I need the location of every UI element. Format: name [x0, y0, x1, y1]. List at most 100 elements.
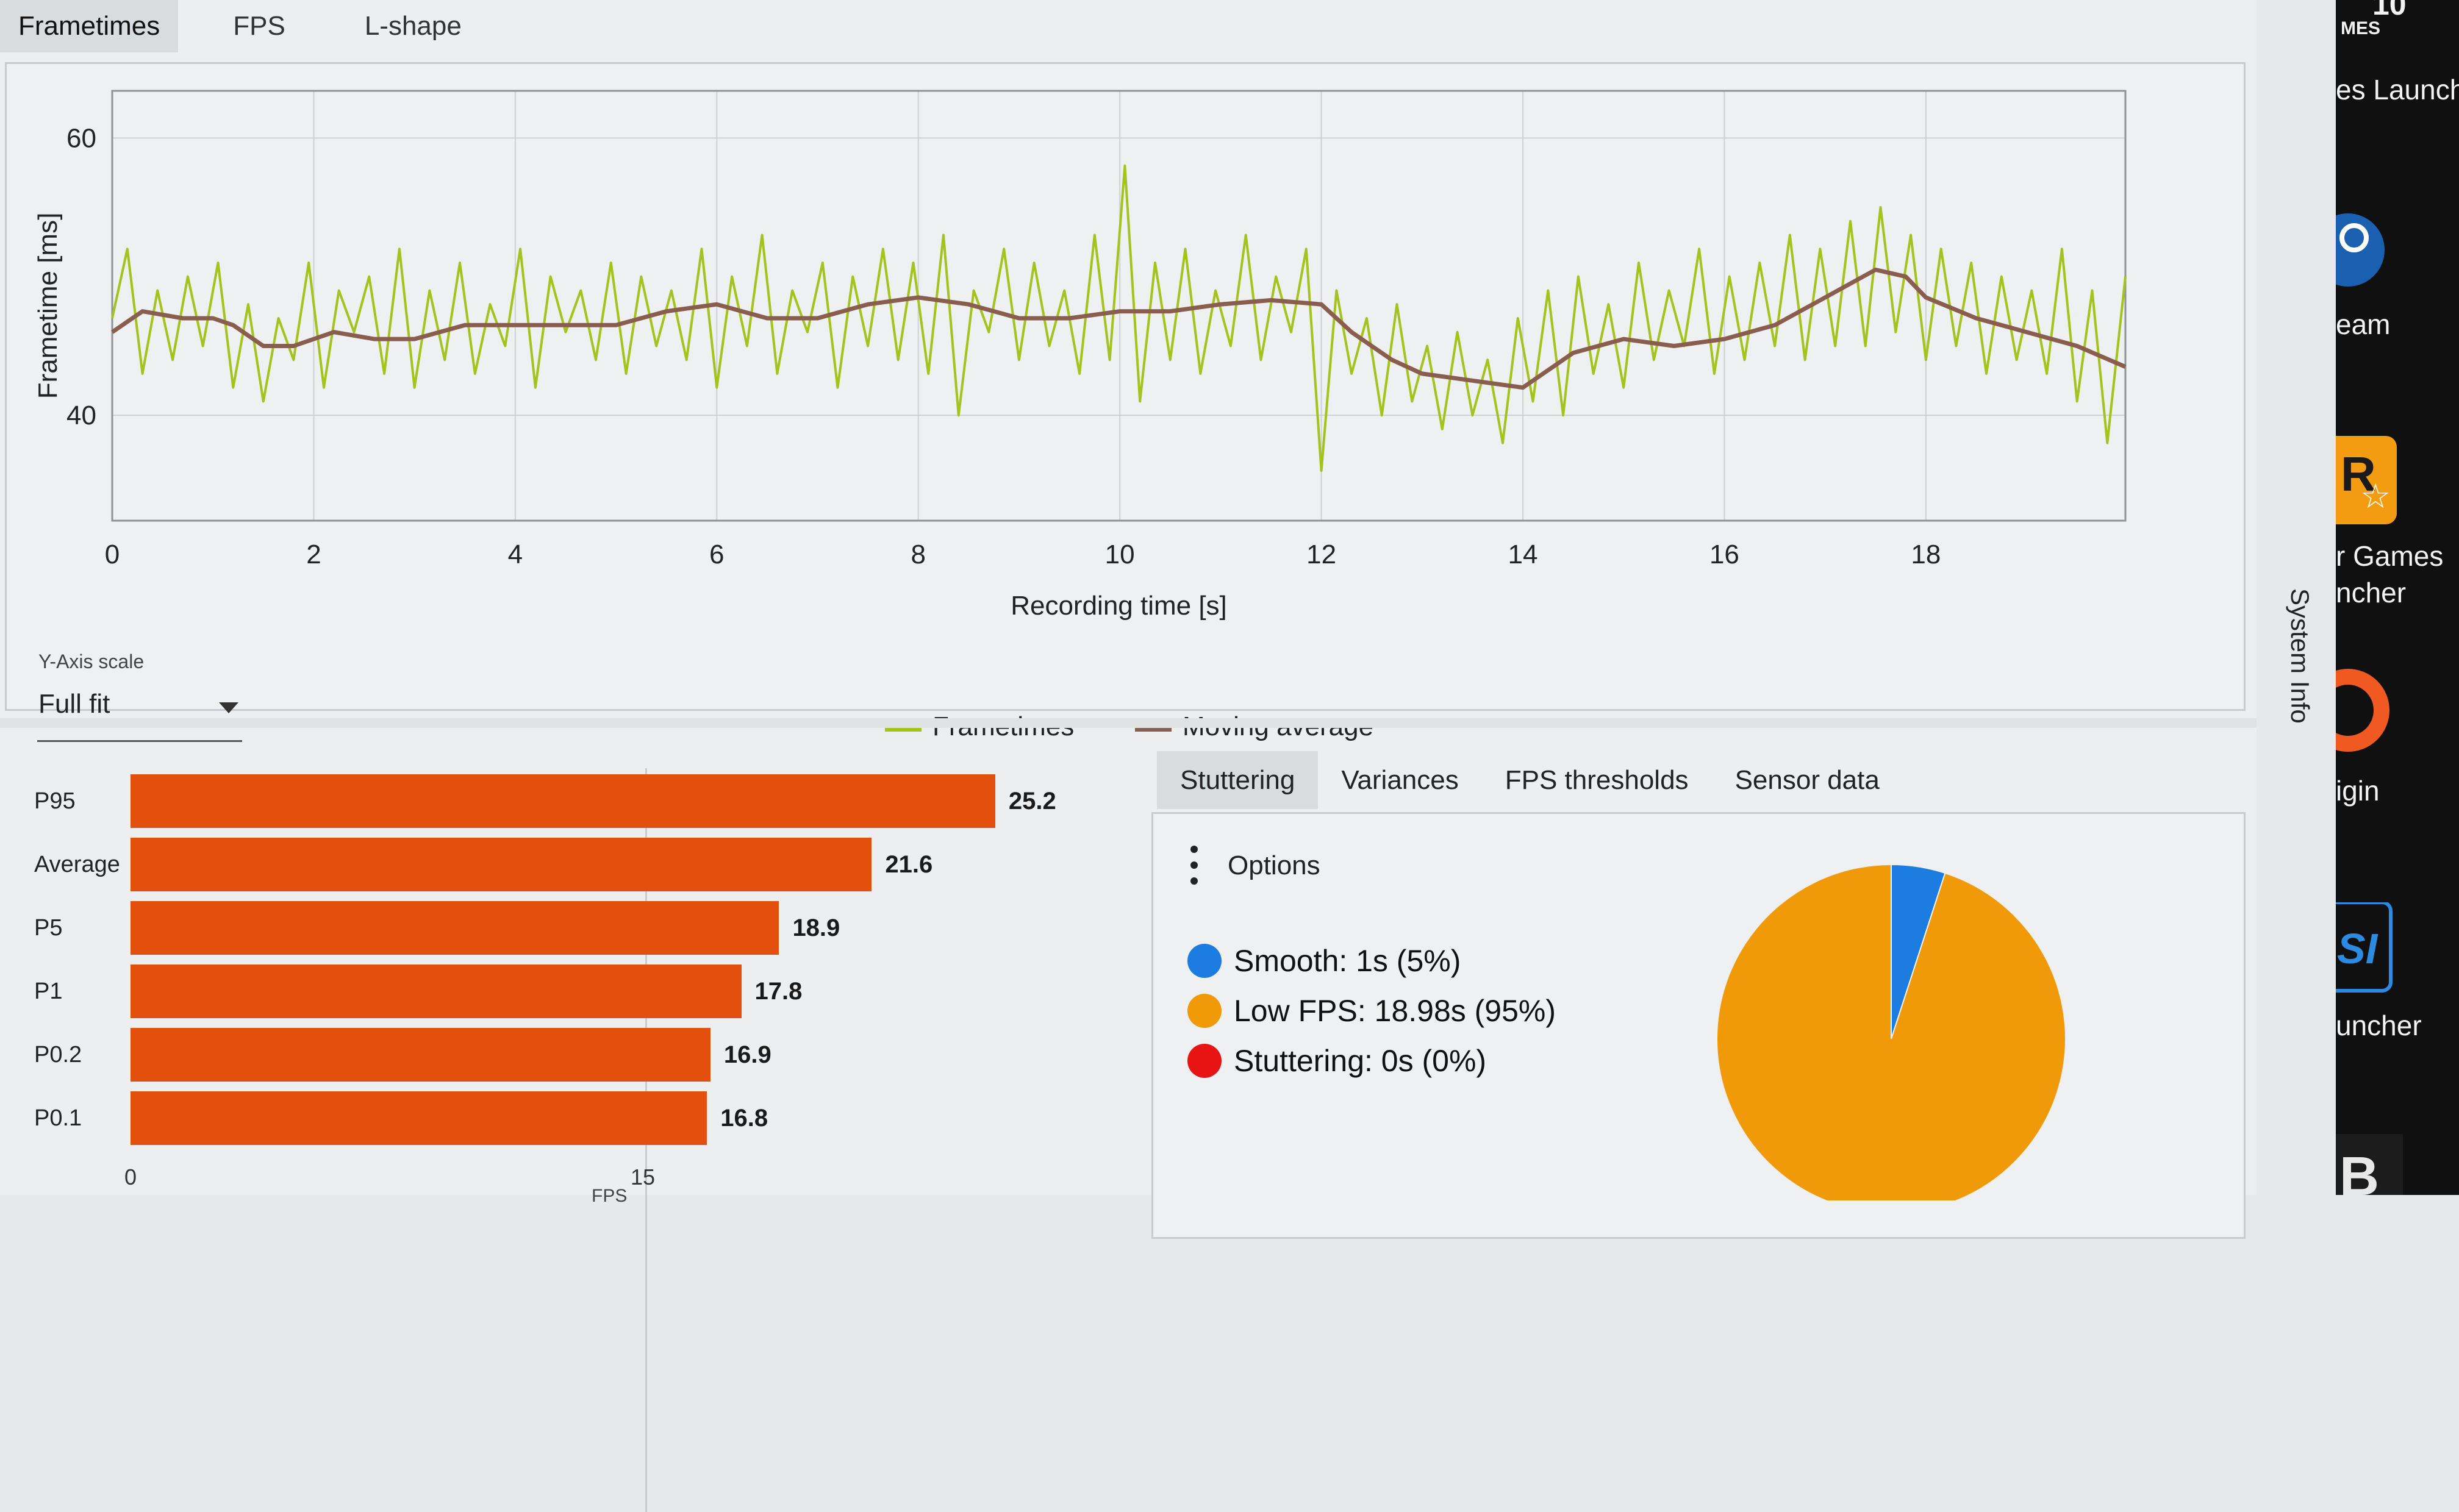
launcher-label-games: MES [2341, 18, 2381, 38]
fps-bar[interactable] [131, 838, 872, 891]
fps-bar-label: P1 [34, 979, 63, 1004]
plot-area [111, 90, 2127, 522]
chart-series [111, 164, 2127, 472]
y-axis-title: Frametime [ms] [33, 213, 63, 399]
bar-tick-15: 15 [631, 1164, 656, 1189]
fps-bar[interactable] [131, 901, 779, 955]
bar-tick-0: 0 [124, 1164, 137, 1189]
frametime-chart-card: 0 2 4 6 8 10 12 14 16 18 60 40 Frametime [ms] Recor… [5, 62, 2247, 742]
chart-axis-labels: 0 2 4 6 8 10 12 14 16 18 60 40 [66, 123, 1941, 569]
fps-bar-label: P0.1 [34, 1105, 82, 1131]
frametime-chart[interactable]: 0 2 4 6 8 10 12 14 16 18 60 40 Frametime [ms] Recor… [7, 64, 2247, 713]
y-tick-label: 60 [66, 123, 96, 153]
legend-dot-stuttering [1187, 1044, 1222, 1078]
stuttering-pie-chart[interactable] [1708, 835, 2074, 1200]
origin-icon[interactable] [2336, 665, 2403, 756]
fps-bar-value: 16.8 [720, 1105, 768, 1132]
fps-bar-label: P0.2 [34, 1042, 82, 1068]
fps-bar-row: P95 25.2 [0, 774, 1134, 828]
tab-l-shape[interactable]: L-shape [364, 11, 462, 41]
x-tick-label: 4 [508, 540, 523, 569]
fps-bar[interactable] [131, 965, 742, 1018]
launcher-label-msi[interactable]: uncher [2336, 1010, 2422, 1041]
fps-bar-value: 17.8 [754, 978, 803, 1005]
fps-bar-label: Average [34, 852, 120, 877]
stuttering-legend: Smooth: 1s (5%) Low FPS: 18.98s (95%) St… [1187, 936, 1556, 1086]
legend-text-low-fps: Low FPS: 18.98s (95%) [1234, 994, 1556, 1028]
y-axis-scale-select[interactable]: Full fit [37, 683, 242, 742]
tab-variances[interactable]: Variances [1341, 765, 1459, 795]
legend-item-stuttering: Stuttering: 0s (0%) [1187, 1036, 1556, 1086]
x-tick-label: 18 [1911, 540, 1941, 569]
frametimes-series-line [111, 164, 2127, 472]
x-tick-label: 6 [709, 540, 724, 569]
side-panel-strip [2257, 0, 2336, 1195]
analysis-tabs: Stuttering Variances FPS thresholds Sens… [1157, 751, 1903, 809]
system-info-tab[interactable]: System Info [2286, 588, 2314, 724]
tab-fps-thresholds[interactable]: FPS thresholds [1505, 765, 1689, 795]
tab-fps[interactable]: FPS [233, 11, 285, 41]
fps-bar-chart: P95 25.2 Average 21.6 P5 18.9 P1 17.8 P0.2 16.9 P0… [0, 732, 1134, 1512]
x-tick-label: 2 [306, 540, 321, 569]
tab-stuttering[interactable]: Stuttering [1157, 751, 1319, 809]
legend-item-low-fps: Low FPS: 18.98s (95%) [1187, 986, 1556, 1036]
x-tick-label: 10 [1105, 540, 1135, 569]
steam-icon[interactable] [2336, 207, 2397, 293]
fps-bar-value: 21.6 [885, 851, 933, 878]
fps-bar-value: 16.9 [723, 1041, 771, 1068]
tab-frametimes[interactable]: Frametimes [0, 0, 179, 52]
stuttering-card: Options Smooth: 1s (5%) Low FPS: 18.98s … [1151, 812, 2246, 1239]
moving-average-series-line [111, 267, 2127, 390]
fps-bar-value: 18.9 [792, 915, 840, 941]
x-tick-label: 8 [911, 540, 925, 569]
legend-text-stuttering: Stuttering: 0s (0%) [1234, 1044, 1487, 1078]
x-tick-label: 0 [105, 540, 120, 569]
chevron-down-icon [219, 702, 238, 713]
launcher-partial-digits: 10 [2372, 0, 2407, 21]
fps-bar[interactable] [131, 774, 995, 828]
fps-bar-row: P5 18.9 [0, 901, 1134, 955]
chart-grid [112, 91, 2125, 521]
legend-dot-smooth [1187, 944, 1222, 978]
msi-icon[interactable]: SI [2336, 902, 2403, 994]
y-axis-scale-label: Y-Axis scale [38, 651, 145, 672]
fps-bar[interactable] [131, 1028, 710, 1082]
pie-slice-low-fps [1716, 863, 2066, 1200]
svg-text:B: B [2339, 1146, 2379, 1195]
fps-bar-row: Average 21.6 [0, 838, 1134, 891]
chart-tabs: Frametimes FPS L-shape [0, 0, 480, 52]
capframex-app: Frametimes FPS L-shape 0 2 4 6 8 10 12 14 16 18 60… [0, 0, 2336, 1512]
legend-text-smooth: Smooth: 1s (5%) [1234, 944, 1461, 978]
section-divider [0, 718, 2257, 728]
more-vert-icon [1189, 844, 1200, 887]
launcher-label-steam[interactable]: eam [2336, 308, 2391, 340]
y-axis-scale-value: Full fit [38, 689, 110, 719]
options-menu[interactable]: Options [1189, 844, 1320, 887]
fps-bar-row: P1 17.8 [0, 965, 1134, 1018]
x-tick-label: 12 [1306, 540, 1336, 569]
svg-text:SI: SI [2337, 925, 2378, 972]
fps-bar-row: P0.2 16.9 [0, 1028, 1134, 1082]
launcher-label-origin[interactable]: igin [2336, 775, 2380, 807]
tab-sensor-data[interactable]: Sensor data [1734, 765, 1880, 795]
svg-text:☆: ☆ [2360, 477, 2391, 516]
launcher-label-rockstar-2[interactable]: ncher [2336, 577, 2407, 608]
rockstar-icon[interactable]: R ☆ [2336, 436, 2403, 527]
launcher-app-icon[interactable]: B [2336, 1134, 2403, 1195]
fps-bar[interactable] [131, 1091, 707, 1145]
fps-bar-row: P0.1 16.8 [0, 1091, 1134, 1145]
y-tick-label: 40 [66, 401, 96, 430]
legend-item-smooth: Smooth: 1s (5%) [1187, 936, 1556, 986]
bar-axis-title: FPS [592, 1186, 628, 1206]
fps-bar-label: P95 [34, 788, 76, 814]
svg-text:R: R [2341, 447, 2376, 501]
fps-bar-value: 25.2 [1008, 788, 1056, 815]
x-axis-title: Recording time [s] [1011, 591, 1227, 621]
x-tick-label: 14 [1508, 540, 1538, 569]
launcher-label-rockstar[interactable]: r Games [2336, 540, 2444, 572]
options-label: Options [1228, 850, 1320, 880]
legend-dot-low-fps [1187, 994, 1222, 1028]
x-tick-label: 16 [1709, 540, 1739, 569]
